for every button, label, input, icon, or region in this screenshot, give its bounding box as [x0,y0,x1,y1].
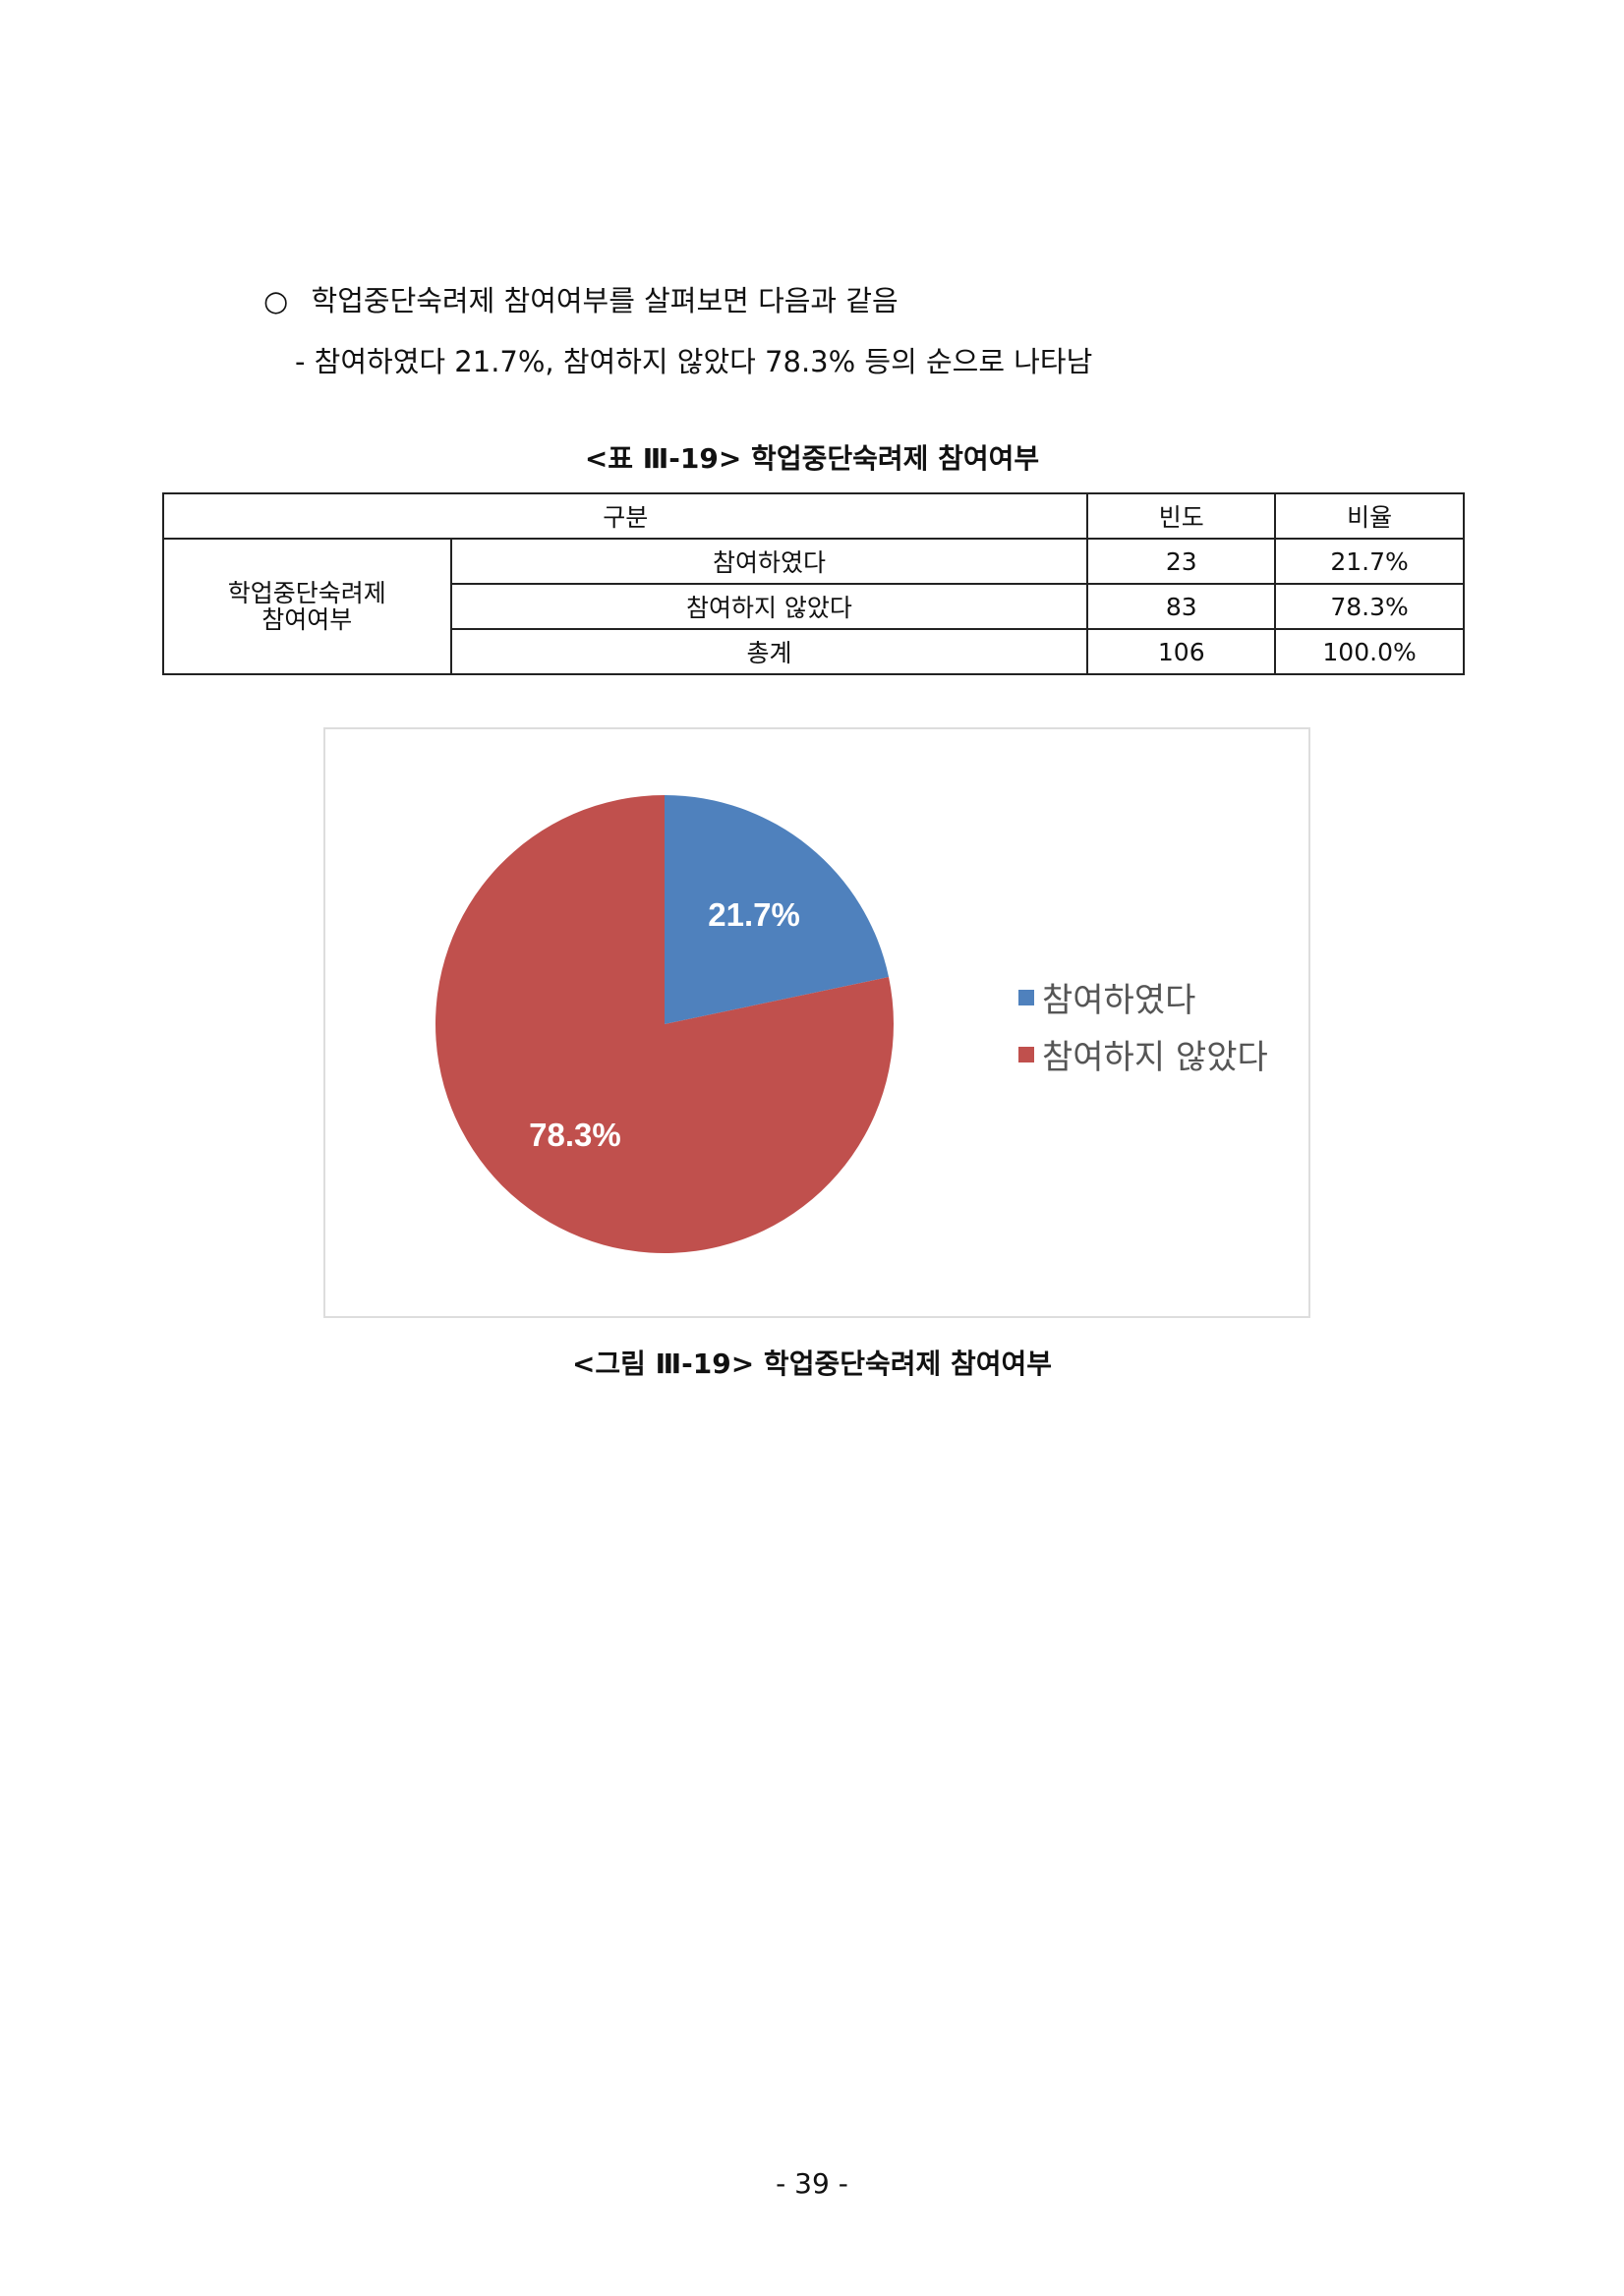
page-number: - 39 - [776,2167,848,2200]
bullet-circle: ○ [263,284,289,317]
row-ratio: 78.3% [1274,583,1465,630]
table-row: 학업중단숙려제 참여여부 참여하였다 23 21.7% [162,538,1465,675]
table-row: 참여하지 않았다 83 78.3% [163,583,1465,630]
frequency-table: 구분 빈도 비율 학업중단숙려제 참여여부 참여하였다 23 21.7% 참여하… [161,492,1465,675]
detail-line: - 참여하였다 21.7%, 참여하지 않았다 78.3% 등의 순으로 나타남 [295,345,1093,378]
group-label: 학업중단숙려제 참여여부 [162,538,452,675]
header-category: 구분 [161,492,1089,540]
row-ratio: 100.0% [1274,628,1465,675]
row-label: 참여하였다 [449,538,1089,585]
row-frequency: 23 [1086,538,1277,585]
row-label: 총계 [449,628,1089,675]
legend-label: 참여하지 않았다 [1042,1038,1268,1077]
table-header-row: 구분 빈도 비율 [161,492,1465,540]
bullet-text: 학업중단숙려제 참여여부를 살펴보면 다음과 같음 [311,284,899,317]
table-row-total: 총계 106 100.0% [163,628,1465,675]
bullet-line: ○ 학업중단숙려제 참여여부를 살펴보면 다음과 같음 [263,278,899,319]
header-ratio: 비율 [1274,492,1465,540]
row-ratio: 21.7% [1274,538,1465,585]
legend-item-participated: 참여하였다 [1018,973,1195,1021]
data-label-participated: 21.7% [708,896,800,933]
legend-swatch [1018,989,1034,1005]
data-label-not-participated: 78.3% [529,1117,621,1153]
chart-frame [323,727,1310,1318]
row-label: 참여하지 않았다 [449,583,1089,630]
row-frequency: 83 [1086,583,1277,630]
header-frequency: 빈도 [1086,492,1277,540]
legend-swatch [1018,1046,1034,1062]
row-frequency: 106 [1086,628,1277,675]
legend-label: 참여하였다 [1042,981,1196,1020]
pie-slice-participated [665,795,890,1024]
legend-item-not-participated: 참여하지 않았다 [1018,1030,1268,1078]
pie-slice-not-participated [435,795,895,1253]
figure-caption: <그림 Ⅲ-19> 학업중단숙려제 참여여부 [571,1348,1053,1380]
table-caption: <표 Ⅲ-19> 학업중단숙려제 참여여부 [584,442,1040,475]
